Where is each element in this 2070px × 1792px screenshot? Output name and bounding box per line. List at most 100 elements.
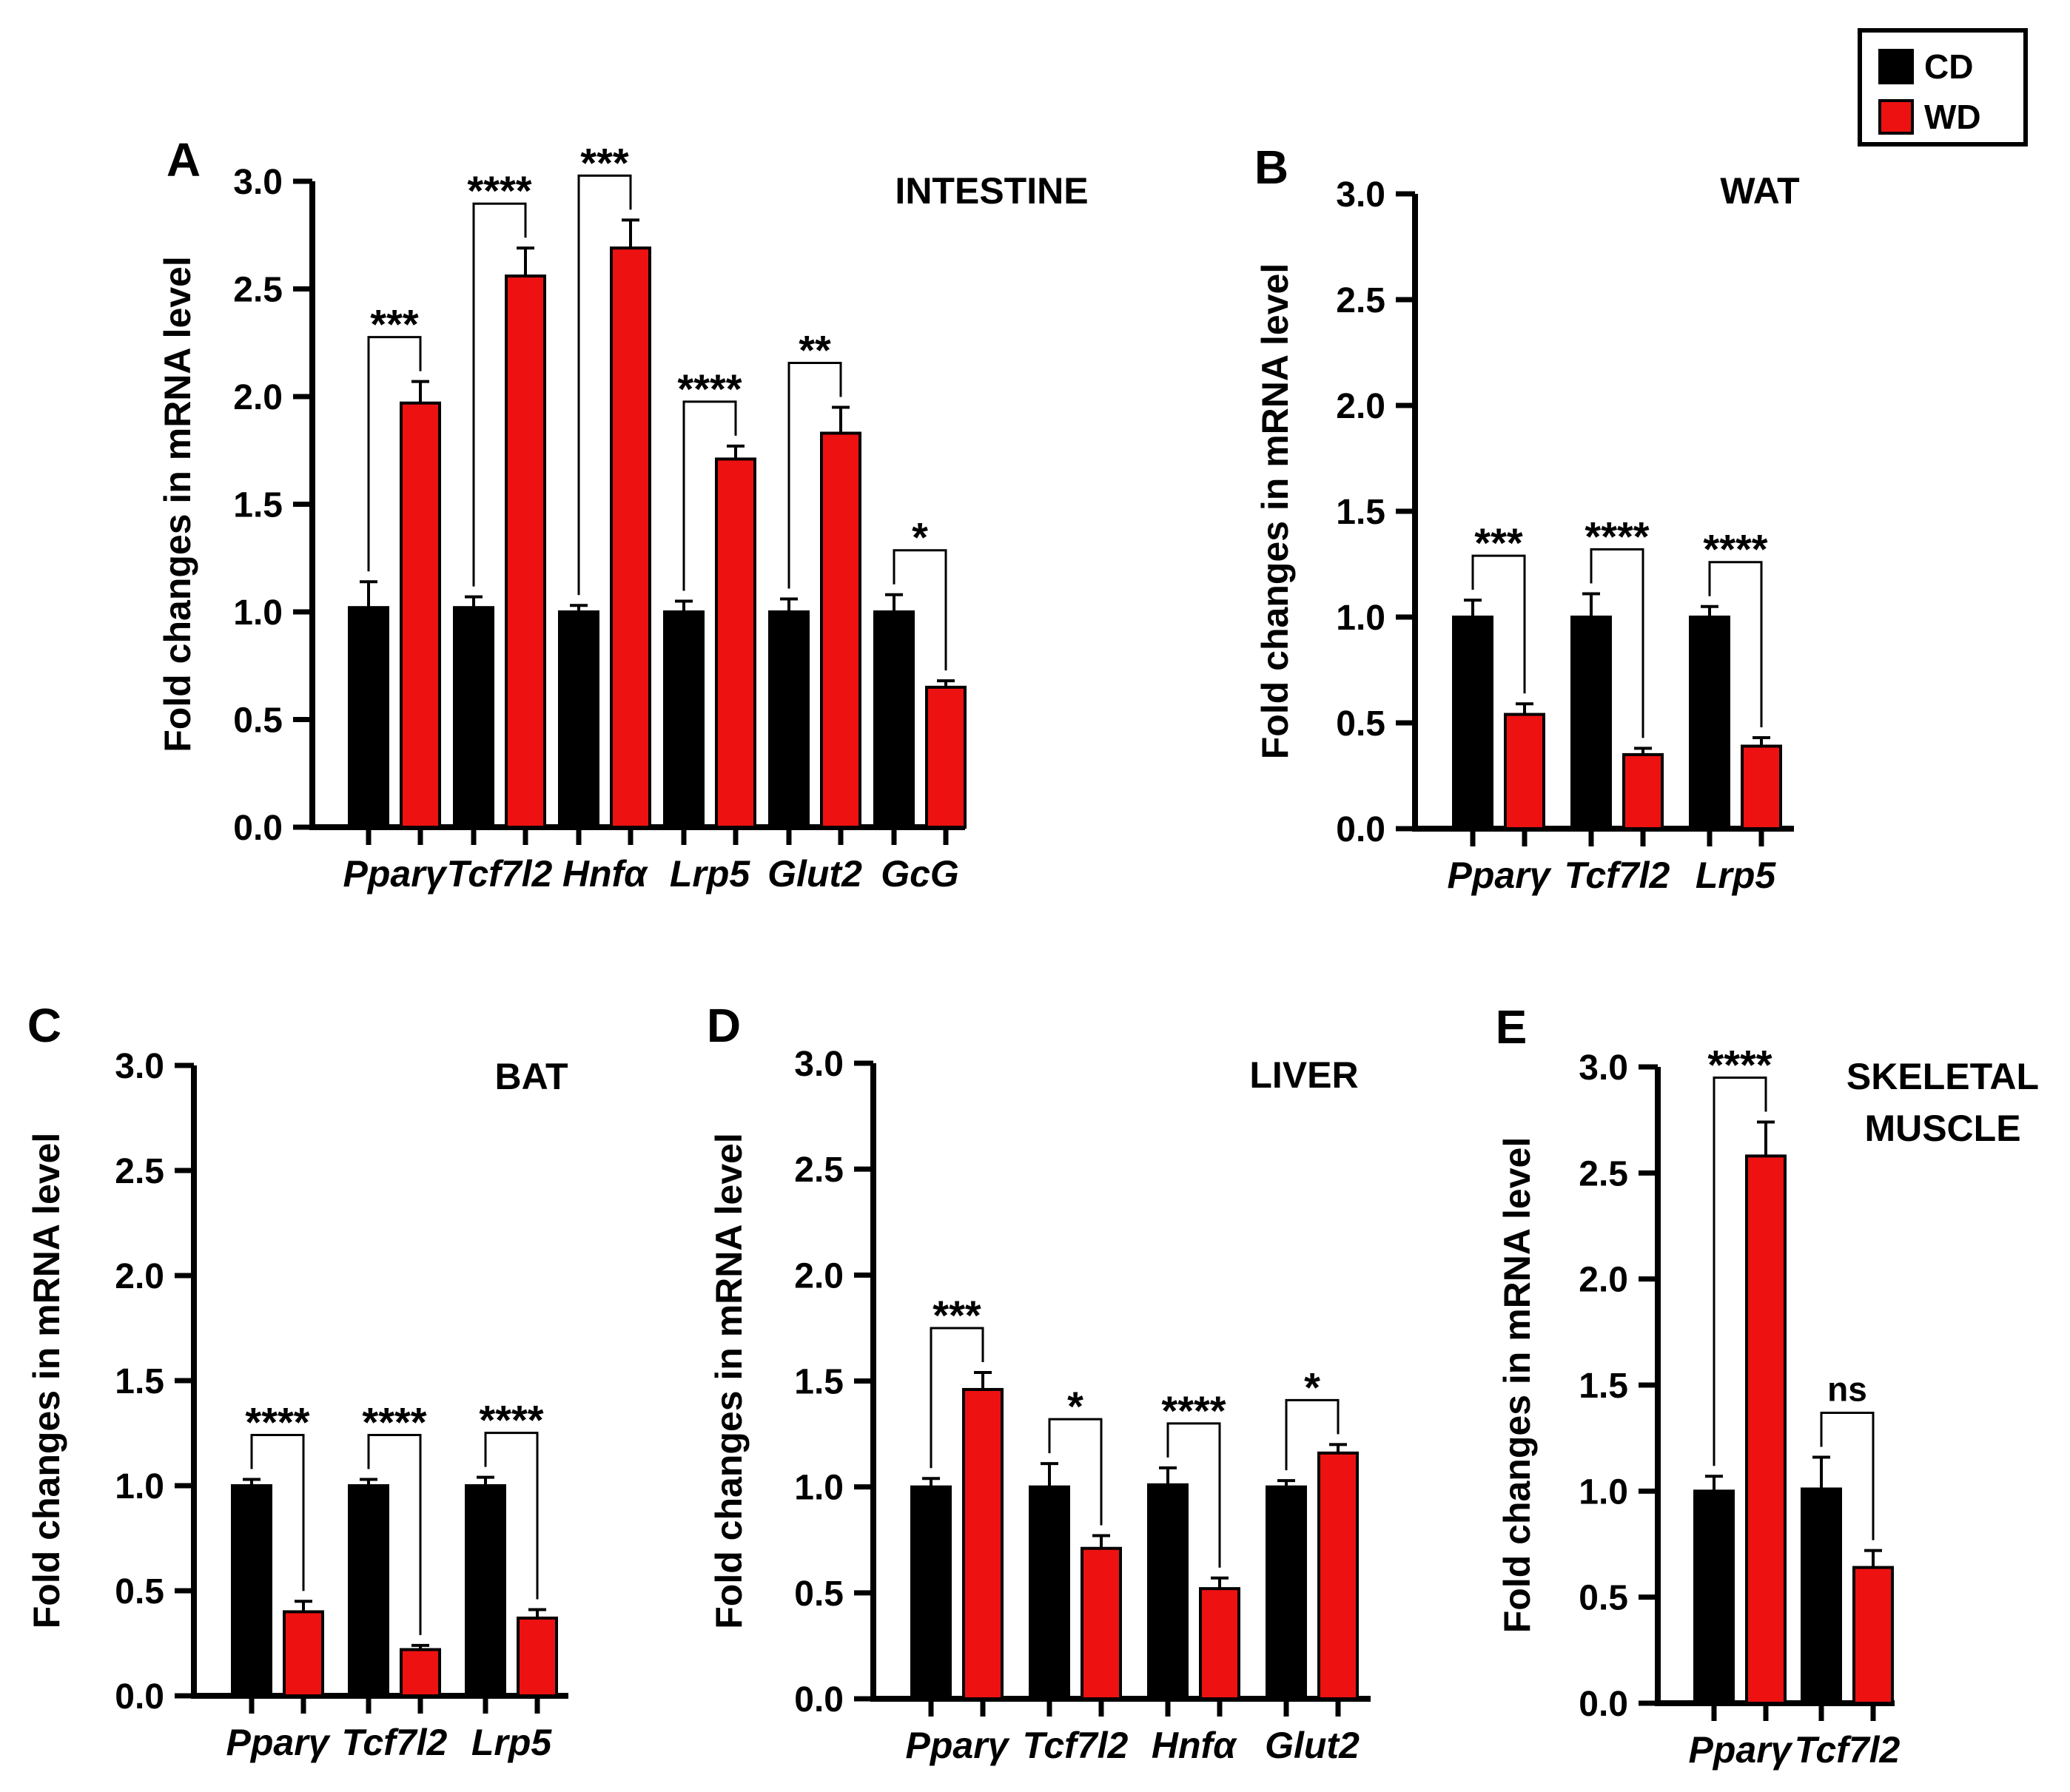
panel-letter-a: A bbox=[167, 133, 201, 186]
significance-label-b: **** bbox=[1703, 526, 1767, 573]
y-tick-label-a: 0.5 bbox=[233, 701, 283, 741]
category-label-a: Pparγ bbox=[343, 853, 448, 895]
significance-bracket-e bbox=[1713, 1077, 1767, 1466]
significance-bracket-d bbox=[1285, 1398, 1340, 1471]
panel-title-e-line-1: SKELETAL bbox=[1846, 1056, 2039, 1097]
bar-cd bbox=[1452, 616, 1493, 830]
bar-wd bbox=[400, 401, 441, 829]
bar-wd bbox=[962, 1387, 1004, 1701]
y-axis-label-d: Fold changes in mRNA level bbox=[708, 1133, 750, 1629]
panel-title-a: INTESTINE bbox=[895, 170, 1088, 212]
significance-label-a: ** bbox=[799, 327, 831, 374]
y-tick-label-a: 2.5 bbox=[233, 271, 283, 310]
y-axis-label-e: Fold changes in mRNA level bbox=[1496, 1137, 1538, 1634]
y-tick-label-b: 2.5 bbox=[1336, 281, 1385, 320]
significance-bracket-a bbox=[577, 174, 632, 596]
significance-bracket-b bbox=[1471, 554, 1526, 694]
category-label-a: Lrp5 bbox=[670, 853, 751, 895]
bar-wd bbox=[400, 1648, 441, 1698]
y-tick-label-b: 1.5 bbox=[1336, 493, 1385, 532]
significance-label-e: ns bbox=[1827, 1370, 1867, 1408]
y-tick-label-e: 0.5 bbox=[1579, 1579, 1628, 1618]
y-tick-label-c: 0.0 bbox=[115, 1677, 164, 1717]
legend-item-wd: WD bbox=[1878, 95, 1981, 139]
y-tick-label-c: 3.0 bbox=[115, 1047, 164, 1086]
legend-item-cd: CD bbox=[1878, 44, 1973, 89]
panel-e: E SKELETAL MUSCLE 0.0 0.5 1.0 1.5 2.0 2.5 3.0 Fold… bbox=[1496, 1000, 2039, 1771]
significance-bracket-a bbox=[367, 336, 422, 572]
significance-label-c: **** bbox=[479, 1397, 543, 1444]
bar-wd bbox=[715, 457, 756, 829]
bar-cd bbox=[1693, 1489, 1735, 1705]
bar-wd bbox=[610, 246, 651, 829]
bar-cd bbox=[873, 610, 915, 829]
bar-cd bbox=[1689, 616, 1730, 830]
significance-bracket-a bbox=[682, 400, 737, 591]
bar-wd bbox=[925, 685, 967, 829]
significance-label-d: **** bbox=[1161, 1387, 1226, 1434]
bar-cd bbox=[558, 610, 599, 829]
bar-wd bbox=[1745, 1154, 1787, 1705]
legend-label-wd: WD bbox=[1924, 98, 1981, 136]
significance-label-a: *** bbox=[370, 301, 419, 348]
panel-title-e-line-2: MUSCLE bbox=[1864, 1108, 2020, 1149]
significance-bracket-b bbox=[1708, 561, 1763, 728]
significance-label-c: **** bbox=[362, 1398, 426, 1445]
significance-bracket-c bbox=[484, 1432, 539, 1600]
category-label-d: Pparγ bbox=[906, 1725, 1011, 1766]
bar-wd bbox=[1504, 713, 1545, 830]
y-tick-label-d: 0.5 bbox=[794, 1574, 844, 1614]
y-tick-label-e: 2.0 bbox=[1579, 1261, 1628, 1300]
bar-wd bbox=[1317, 1451, 1359, 1701]
y-tick-label-e: 1.5 bbox=[1579, 1367, 1628, 1406]
panel-d: D LIVER 0.0 0.5 1.0 1.5 2.0 2.5 3.0 Fold changes … bbox=[707, 999, 1371, 1766]
significance-label-d: * bbox=[1067, 1383, 1083, 1429]
significance-label-a: * bbox=[912, 514, 928, 561]
significance-label-b: **** bbox=[1585, 513, 1649, 560]
bar-cd bbox=[453, 606, 494, 829]
category-label-b: Tcf7l2 bbox=[1565, 855, 1670, 896]
bar-wd bbox=[1622, 752, 1664, 831]
category-label-a: GcG bbox=[881, 853, 959, 895]
significance-bracket-d bbox=[930, 1327, 984, 1469]
significance-label-a: **** bbox=[677, 366, 742, 412]
y-axis-label-b: Fold changes in mRNA level bbox=[1254, 263, 1296, 760]
y-tick-label-b: 2.0 bbox=[1336, 387, 1385, 426]
bar-cd bbox=[663, 610, 705, 829]
category-label-c: Lrp5 bbox=[471, 1722, 553, 1763]
bar-cd bbox=[1266, 1485, 1307, 1700]
category-label-a: Glut2 bbox=[767, 853, 862, 895]
panel-b: B WAT 0.0 0.5 1.0 1.5 2.0 2.5 3.0 Fold changes in… bbox=[1254, 141, 1800, 896]
y-tick-label-c: 2.5 bbox=[115, 1152, 164, 1191]
panel-letter-e: E bbox=[1496, 1000, 1528, 1054]
bar-cd bbox=[231, 1484, 272, 1697]
bar-wd bbox=[517, 1616, 558, 1697]
panel-title-d: LIVER bbox=[1249, 1054, 1358, 1096]
panel-letter-d: D bbox=[707, 999, 741, 1052]
significance-bracket-e bbox=[1820, 1411, 1875, 1540]
y-axis-label-a: Fold changes in mRNA level bbox=[157, 256, 198, 752]
legend: CD WD bbox=[1858, 28, 2028, 146]
significance-bracket-a bbox=[787, 362, 842, 589]
y-tick-label-a: 3.0 bbox=[233, 163, 283, 202]
significance-bracket-a bbox=[472, 202, 527, 587]
bar-cd bbox=[1570, 616, 1612, 830]
y-tick-label-e: 3.0 bbox=[1579, 1048, 1628, 1088]
y-tick-label-b: 0.5 bbox=[1336, 704, 1385, 744]
significance-bracket-c bbox=[250, 1433, 305, 1591]
legend-label-cd: CD bbox=[1924, 47, 1974, 86]
panel-title-c: BAT bbox=[494, 1056, 568, 1097]
bar-cd bbox=[465, 1484, 506, 1697]
category-label-e: Tcf7l2 bbox=[1795, 1729, 1901, 1771]
y-tick-label-c: 2.0 bbox=[115, 1257, 164, 1296]
category-label-c: Tcf7l2 bbox=[342, 1722, 448, 1763]
bar-cd bbox=[348, 1484, 389, 1697]
significance-label-c: **** bbox=[245, 1398, 309, 1445]
y-axis-label-c: Fold changes in mRNA level bbox=[26, 1133, 67, 1629]
category-label-d: Glut2 bbox=[1265, 1725, 1360, 1766]
y-tick-label-d: 3.0 bbox=[794, 1045, 844, 1084]
category-label-a: Tcf7l2 bbox=[447, 853, 553, 895]
category-label-b: Pparγ bbox=[1448, 855, 1553, 896]
bar-wd bbox=[283, 1610, 324, 1697]
